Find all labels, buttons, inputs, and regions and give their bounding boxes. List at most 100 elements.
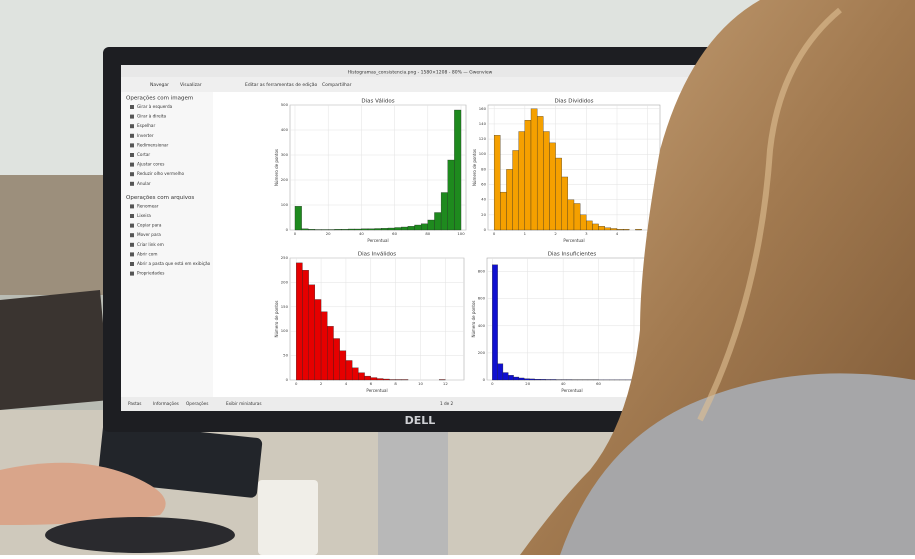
histogram-bar <box>361 229 368 230</box>
toolbar-buttons: Navegar Visualizar Editar as ferramentas d… <box>150 82 352 88</box>
chart-title: Dias Inválidos <box>358 251 396 258</box>
sidebar-icon <box>130 233 134 237</box>
sidebar-icon <box>130 115 134 119</box>
y-tick-label: 200 <box>281 177 289 182</box>
chart-title: Dias Válidos <box>361 98 394 105</box>
y-tick-label: 400 <box>281 127 289 132</box>
sidebar-icon <box>130 143 134 147</box>
sidebar-item[interactable]: Anular <box>137 181 151 186</box>
histogram-bar <box>530 379 535 380</box>
histogram-bar <box>415 225 422 230</box>
y-axis-label: Número de pontos <box>274 149 279 186</box>
sidebar-heading: Operações com imagem <box>126 96 193 102</box>
histogram-bar <box>322 230 329 231</box>
sidebar-icon <box>130 214 134 218</box>
status-item[interactable]: Informações <box>153 401 179 406</box>
histogram-bar <box>519 132 525 230</box>
toolbar-button[interactable]: Visualizar <box>180 82 202 88</box>
sidebar-item[interactable]: Ajustar cores <box>137 162 164 167</box>
histogram-bar <box>551 379 556 380</box>
histogram-bar <box>295 206 302 230</box>
histogram-bar <box>525 120 531 230</box>
sidebar-item[interactable]: Renomear <box>137 203 159 208</box>
histogram-bar <box>500 192 506 230</box>
sidebar-icon <box>130 224 134 228</box>
histogram-bar <box>341 229 348 230</box>
x-tick-label: 12 <box>443 381 448 386</box>
sidebar-icon <box>130 105 134 109</box>
histogram-bar <box>537 116 543 230</box>
histogram-bar <box>492 265 497 380</box>
status-item[interactable]: Operações <box>186 401 208 406</box>
status-item: 1 de 2 <box>440 401 454 406</box>
histogram-bar <box>568 200 574 230</box>
x-tick-label: 60 <box>392 231 397 236</box>
sidebar-item[interactable]: Lixeira <box>137 213 151 218</box>
window-title: Histogramas_consistencia.png - 1580×1208… <box>348 70 493 76</box>
y-tick-label: 120 <box>479 136 487 141</box>
histogram-bar <box>540 379 545 380</box>
status-item[interactable]: Pastas <box>128 401 141 406</box>
sidebar-item[interactable]: Inverter <box>137 133 154 138</box>
histogram-bar <box>599 226 605 230</box>
x-tick-label: 20 <box>525 381 530 386</box>
sidebar-item[interactable]: Abrir a pasta que está em exibição <box>137 261 211 266</box>
sidebar-item[interactable]: Criar link em <box>137 242 164 247</box>
y-tick-label: 100 <box>281 328 289 333</box>
histogram-bar <box>592 224 598 230</box>
sidebar-icon <box>130 262 134 266</box>
histogram-bar <box>441 193 448 231</box>
status-item[interactable]: Exibir miniaturas <box>226 401 262 406</box>
sidebar-item[interactable]: Mover para <box>137 232 161 237</box>
histogram-bar <box>375 229 382 231</box>
y-tick-label: 150 <box>281 304 289 309</box>
histogram-bar <box>327 326 333 380</box>
bag <box>0 290 110 410</box>
y-axis-label: Número de pontos <box>472 149 477 186</box>
histogram-bar <box>383 379 389 380</box>
histogram-bar <box>524 379 529 380</box>
histogram-bar <box>355 229 362 230</box>
y-tick-label: 300 <box>281 152 289 157</box>
sidebar-item[interactable]: Girar à direita <box>137 114 166 119</box>
histogram-bar <box>315 299 321 380</box>
y-axis-label: Número de pontos <box>274 300 279 337</box>
histogram-bar <box>562 177 568 230</box>
sidebar-item[interactable]: Redimensionar <box>137 142 169 147</box>
x-tick-label: 60 <box>596 381 601 386</box>
sidebar-item[interactable]: Cortar <box>137 152 150 157</box>
histogram-bar <box>395 228 402 231</box>
histogram-bar <box>508 375 513 380</box>
histogram-bar <box>428 220 435 230</box>
cup <box>258 480 318 555</box>
sidebar-item[interactable]: Espelhar <box>137 123 155 128</box>
sidebar-item[interactable]: Abrir com <box>137 251 157 256</box>
histogram-bar <box>302 229 309 230</box>
toolbar-button[interactable]: Editar as ferramentas de edição <box>245 82 317 88</box>
histogram-bar <box>506 169 512 230</box>
histogram-bar <box>617 229 623 230</box>
x-tick-label: 80 <box>425 231 430 236</box>
chart-title: Dias Insuficientes <box>548 252 597 258</box>
y-tick-label: 400 <box>478 323 486 328</box>
sidebar-item[interactable]: Copiar para <box>137 223 162 228</box>
histogram-bar <box>365 376 371 380</box>
histogram-bar <box>309 285 315 380</box>
histogram-bar <box>377 379 383 380</box>
histogram-bar <box>388 228 395 230</box>
plot-area <box>290 105 466 230</box>
histogram-bar <box>503 373 508 380</box>
y-tick-label: 250 <box>281 255 289 260</box>
histogram-bar <box>586 221 592 230</box>
y-tick-label: 100 <box>479 151 487 156</box>
toolbar-button[interactable]: Navegar <box>150 82 169 88</box>
sidebar-item[interactable]: Girar à esquerda <box>137 104 173 109</box>
sidebar-item[interactable]: Propriedades <box>137 271 164 276</box>
y-tick-label: 160 <box>479 106 487 111</box>
y-tick-label: 100 <box>281 202 289 207</box>
sidebar-icon <box>130 243 134 247</box>
toolbar-button[interactable]: Compartilhar <box>322 82 352 88</box>
histogram-bar <box>535 379 540 380</box>
sidebar-item[interactable]: Reduzir olho vermelho <box>137 171 184 176</box>
histogram-bar <box>368 229 375 230</box>
